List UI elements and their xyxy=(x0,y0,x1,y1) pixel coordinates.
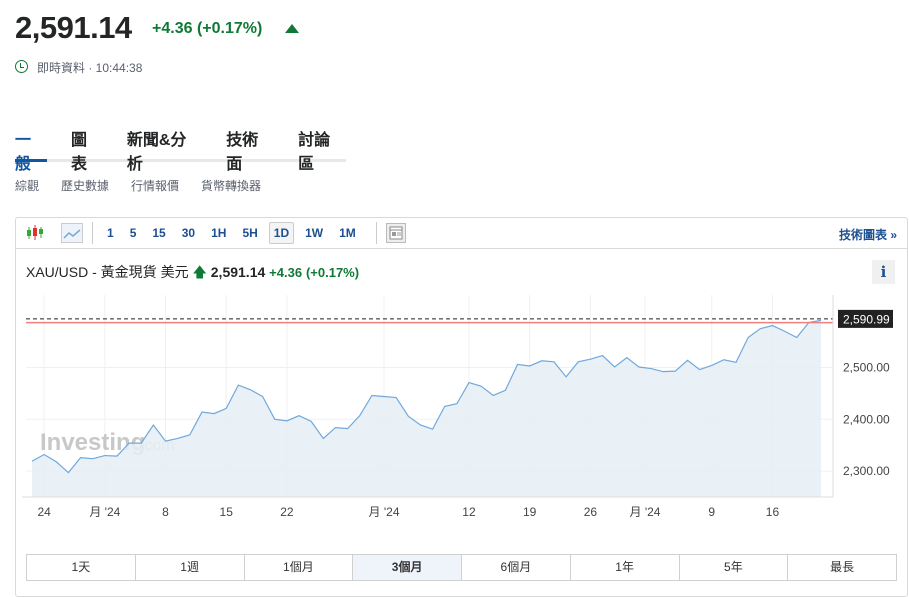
x-tick-label: 月 '24 xyxy=(369,505,400,519)
chart-toolbar: 1 5 15 30 1H 5H 1D 1W 1M xyxy=(15,217,908,249)
subtab-quotes[interactable]: 行情報價 xyxy=(131,177,179,194)
tab-news-analysis[interactable]: 新聞&分析 xyxy=(127,126,202,159)
chart-change: +4.36 xyxy=(269,265,302,280)
tab-general[interactable]: 一般 xyxy=(15,126,47,162)
area-fill xyxy=(32,320,821,497)
instrument-name: XAU/USD - 黃金現貨 美元 xyxy=(26,264,189,280)
range-6m[interactable]: 6個月 xyxy=(462,555,571,580)
x-tick-label: 月 '24 xyxy=(89,505,120,519)
interval-1d[interactable]: 1D xyxy=(269,222,294,244)
subtab-historical-data[interactable]: 歷史數據 xyxy=(61,177,109,194)
interval-1w[interactable]: 1W xyxy=(300,222,328,244)
last-price: 2,591.14 xyxy=(15,10,132,46)
x-tick-label: 24 xyxy=(37,505,51,519)
chart-price: 2,591.14 xyxy=(211,264,266,280)
interval-1m[interactable]: 1M xyxy=(334,222,361,244)
subtab-currency-converter[interactable]: 貨幣轉換器 xyxy=(201,177,261,194)
range-3m[interactable]: 3個月 xyxy=(353,555,462,580)
y-tick-label: 2,400.00 xyxy=(843,412,890,426)
clock-icon xyxy=(15,60,28,73)
x-tick-label: 26 xyxy=(584,505,598,519)
x-tick-label: 月 '24 xyxy=(630,505,661,519)
subtab-overview[interactable]: 綜觀 xyxy=(15,177,39,194)
interval-1h[interactable]: 1H xyxy=(206,222,231,244)
layout-icon[interactable] xyxy=(386,223,406,243)
price-change: +4.36 (+0.17%) xyxy=(152,20,262,38)
change-value: +4.36 xyxy=(152,20,192,37)
tab-chart[interactable]: 圖表 xyxy=(71,126,103,159)
technical-chart-link[interactable]: 技術圖表 » xyxy=(839,226,897,243)
range-1w[interactable]: 1週 xyxy=(136,555,245,580)
current-price-label: 2,590.99 xyxy=(843,312,890,326)
x-tick-label: 19 xyxy=(523,505,537,519)
change-percent: (+0.17%) xyxy=(197,20,262,37)
main-tabs: 一般 圖表 新聞&分析 技術面 討論區 xyxy=(15,126,346,162)
y-tick-label: 2,500.00 xyxy=(843,361,890,375)
x-tick-label: 15 xyxy=(220,505,234,519)
toolbar-divider xyxy=(376,222,377,244)
up-arrow-icon xyxy=(285,24,299,33)
range-selector: 1天 1週 1個月 3個月 6個月 1年 5年 最長 xyxy=(26,554,897,581)
interval-1[interactable]: 1 xyxy=(102,222,119,244)
x-tick-label: 22 xyxy=(280,505,294,519)
range-1y[interactable]: 1年 xyxy=(571,555,680,580)
interval-5h[interactable]: 5H xyxy=(237,222,262,244)
x-tick-label: 9 xyxy=(708,505,715,519)
area-chart-icon[interactable] xyxy=(61,223,83,243)
sub-tabs: 綜觀 歷史數據 行情報價 貨幣轉換器 xyxy=(15,177,261,194)
toolbar-divider xyxy=(92,222,93,244)
range-max[interactable]: 最長 xyxy=(788,555,896,580)
chart-change-percent: (+0.17%) xyxy=(306,265,359,280)
price-chart[interactable]: Investing.com2,590.992,300.002,400.002,5… xyxy=(0,290,909,530)
info-button[interactable]: i xyxy=(872,260,895,284)
tab-technical[interactable]: 技術面 xyxy=(226,126,274,159)
range-1m[interactable]: 1個月 xyxy=(245,555,354,580)
interval-5[interactable]: 5 xyxy=(125,222,142,244)
candlestick-icon[interactable] xyxy=(25,224,45,242)
y-tick-label: 2,300.00 xyxy=(843,464,890,478)
x-tick-label: 12 xyxy=(462,505,476,519)
range-1d[interactable]: 1天 xyxy=(27,555,136,580)
range-5y[interactable]: 5年 xyxy=(680,555,789,580)
realtime-status: 即時資料 · 10:44:38 xyxy=(37,59,142,76)
x-tick-label: 8 xyxy=(162,505,169,519)
interval-30[interactable]: 30 xyxy=(177,222,200,244)
tab-discussion[interactable]: 討論區 xyxy=(298,126,346,159)
up-arrow-icon: 🡅 xyxy=(192,264,206,280)
chart-title: XAU/USD - 黃金現貨 美元 🡅 2,591.14 +4.36 (+0.1… xyxy=(26,262,359,286)
x-tick-label: 16 xyxy=(766,505,780,519)
interval-15[interactable]: 15 xyxy=(147,222,170,244)
